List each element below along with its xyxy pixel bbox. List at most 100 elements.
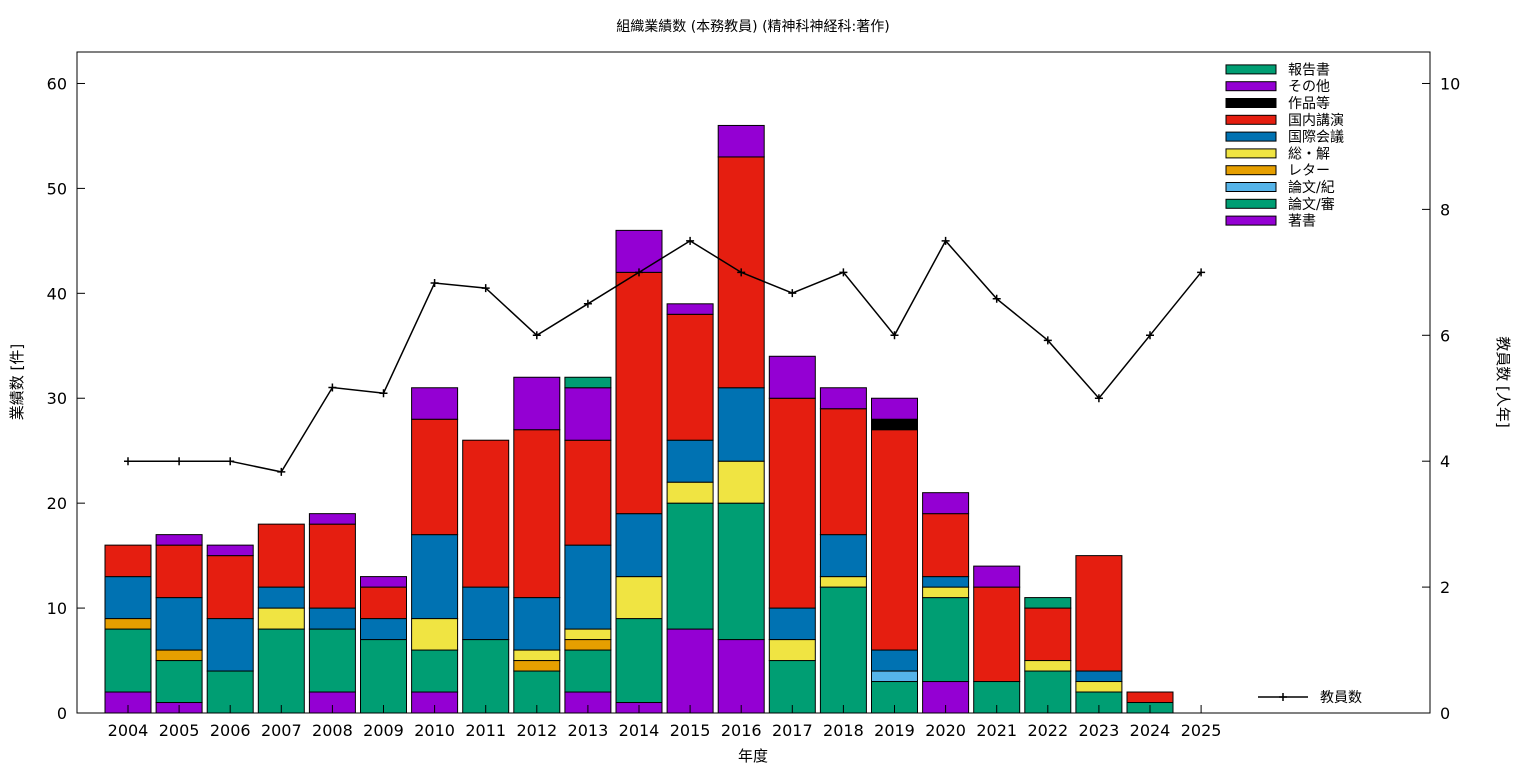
bar-2020-series-1 <box>922 597 970 683</box>
bar-2013-series-1 <box>564 649 612 693</box>
y-tick-label-40: 40 <box>47 284 67 303</box>
bar-2010-series-4 <box>411 618 459 651</box>
bar-2005-series-8 <box>155 534 203 546</box>
x-tick-label-2014: 2014 <box>619 721 660 740</box>
bar-2018-series-5 <box>819 534 867 578</box>
x-tick-label-2013: 2013 <box>568 721 609 740</box>
line-point-2012 <box>532 331 541 340</box>
y-tick-label-10: 10 <box>47 599 67 618</box>
line-point-2021 <box>992 294 1001 303</box>
legend-label-2: 作品等 <box>1288 95 1330 112</box>
x-axis-title: 年度 <box>738 747 768 765</box>
bar-2020-series-5 <box>922 576 970 588</box>
bar-2014-series-4 <box>615 576 663 620</box>
line-point-2016 <box>737 268 746 277</box>
legend-label-6: レター <box>1288 163 1330 179</box>
line-point-2014 <box>635 268 643 277</box>
bar-2006-series-6 <box>206 555 254 620</box>
x-tick-label-2007: 2007 <box>261 721 302 740</box>
bar-2008-series-1 <box>308 628 356 693</box>
x-tick-label-2018: 2018 <box>823 721 864 740</box>
bar-2013-series-9 <box>564 376 612 389</box>
bar-2018-series-8 <box>819 387 867 410</box>
legend-label-0: 報告書 <box>1288 62 1330 78</box>
bar-2009-series-1 <box>360 639 407 714</box>
bar-2018-series-4 <box>819 576 867 588</box>
bar-2010-series-8 <box>411 387 459 420</box>
legend-line-marker <box>1279 693 1287 701</box>
x-tick-label-2016: 2016 <box>721 721 762 740</box>
bar-2005-series-3 <box>155 649 203 662</box>
bar-2015-series-1 <box>666 502 714 630</box>
bar-2012-series-6 <box>513 429 561 599</box>
x-tick-label-2023: 2023 <box>1079 721 1120 740</box>
bar-2008-series-6 <box>308 523 356 609</box>
bar-2013-series-6 <box>564 439 612 546</box>
bar-2019-series-8 <box>871 397 918 420</box>
bar-2014-series-8 <box>615 229 663 273</box>
bar-2012-series-4 <box>513 649 561 662</box>
bar-2017-series-1 <box>768 660 816 714</box>
bar-2020-series-8 <box>922 492 970 515</box>
line-point-2010 <box>430 279 439 288</box>
bar-2023-series-6 <box>1075 555 1123 672</box>
line-point-2013 <box>583 299 592 308</box>
line-point-2023 <box>1094 394 1103 403</box>
legend-swatch-1 <box>1225 81 1277 92</box>
x-tick-label-2022: 2022 <box>1027 721 1068 740</box>
legend-swatch-9 <box>1225 215 1277 226</box>
legend-label-line: 教員数 <box>1320 690 1362 706</box>
bar-2016-series-1 <box>717 502 765 641</box>
bar-2009-series-8 <box>360 576 407 588</box>
bar-2021-series-6 <box>973 586 1021 683</box>
bar-2016-series-8 <box>717 124 765 158</box>
bars-layer <box>104 124 1174 714</box>
x-tick-label-2008: 2008 <box>312 721 353 740</box>
legend-swatch-4 <box>1225 131 1277 142</box>
bar-2015-series-4 <box>666 481 714 504</box>
bar-2013-series-4 <box>564 628 612 641</box>
bar-2005-series-1 <box>155 660 203 704</box>
legend-swatch-5 <box>1225 148 1277 159</box>
bar-2012-series-5 <box>513 597 561 651</box>
bar-2016-series-5 <box>717 387 765 462</box>
bar-2009-series-6 <box>360 586 407 620</box>
bar-2024-series-6 <box>1126 691 1174 704</box>
line-point-2009 <box>379 389 388 398</box>
legend-swatch-3 <box>1225 114 1277 125</box>
y-axis-title: 業績数 [件] <box>8 344 26 420</box>
bar-2023-series-5 <box>1075 670 1123 683</box>
legend-label-9: 著書 <box>1288 214 1316 230</box>
bar-2012-series-8 <box>513 376 561 431</box>
bar-2014-series-6 <box>615 271 663 515</box>
line-point-2020 <box>941 236 950 245</box>
bar-2015-series-0 <box>666 628 714 714</box>
x-tick-label-2006: 2006 <box>210 721 251 740</box>
line-layer <box>124 236 1206 476</box>
bar-2019-series-6 <box>871 429 918 651</box>
line-point-2007 <box>277 467 286 476</box>
legend-swatch-8 <box>1225 198 1277 209</box>
bar-2010-series-1 <box>411 649 459 693</box>
y-tick-label-0: 0 <box>57 704 67 723</box>
bar-2016-series-0 <box>717 639 765 714</box>
bar-2023-series-4 <box>1075 681 1123 693</box>
bar-2014-series-1 <box>615 618 663 704</box>
bar-2020-series-4 <box>922 586 970 599</box>
bar-2004-series-6 <box>104 544 152 578</box>
legend-swatch-2 <box>1225 98 1277 108</box>
line-point-2019 <box>890 331 899 340</box>
bar-2015-series-5 <box>666 439 714 483</box>
line-point-2017 <box>788 289 797 298</box>
bar-2021-series-8 <box>973 565 1021 588</box>
bar-2007-series-6 <box>257 523 305 588</box>
bar-2020-series-6 <box>922 513 970 578</box>
legend-label-4: 国際会議 <box>1288 129 1344 146</box>
bar-2016-series-4 <box>717 460 765 504</box>
bar-2018-series-6 <box>819 408 867 536</box>
x-tick-label-2025: 2025 <box>1181 721 1222 740</box>
bar-2008-series-5 <box>308 607 356 630</box>
bar-2015-series-6 <box>666 313 714 441</box>
bar-2017-series-6 <box>768 397 816 609</box>
